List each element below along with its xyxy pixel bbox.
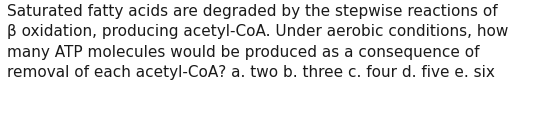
Text: Saturated fatty acids are degraded by the stepwise reactions of
β oxidation, pro: Saturated fatty acids are degraded by th…	[7, 4, 508, 80]
